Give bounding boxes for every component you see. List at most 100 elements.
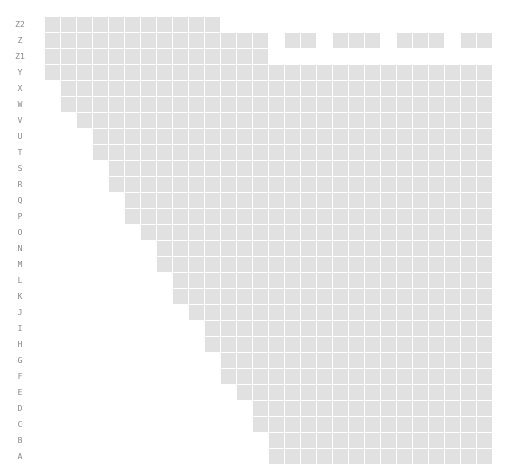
seat-z-1[interactable] — [45, 33, 60, 48]
seat-w-18[interactable] — [317, 97, 332, 112]
seat-w-28[interactable] — [477, 97, 492, 112]
seat-y-24[interactable] — [413, 65, 428, 80]
seat-z1-6[interactable] — [125, 49, 140, 64]
seat-h-21[interactable] — [365, 337, 380, 352]
seat-r-15[interactable] — [269, 177, 284, 192]
seat-q-11[interactable] — [205, 193, 220, 208]
seat-w-9[interactable] — [173, 97, 188, 112]
seat-h-24[interactable] — [413, 337, 428, 352]
seat-c-26[interactable] — [445, 417, 460, 432]
seat-z2-5[interactable] — [109, 17, 124, 32]
seat-z2-9[interactable] — [173, 17, 188, 32]
seat-u-5[interactable] — [109, 129, 124, 144]
seat-p-25[interactable] — [429, 209, 444, 224]
seat-x-4[interactable] — [93, 81, 108, 96]
seat-z-12[interactable] — [221, 33, 236, 48]
seat-f-27[interactable] — [461, 369, 476, 384]
seat-t-25[interactable] — [429, 145, 444, 160]
seat-v-25[interactable] — [429, 113, 444, 128]
seat-r-19[interactable] — [333, 177, 348, 192]
seat-h-19[interactable] — [333, 337, 348, 352]
seat-g-20[interactable] — [349, 353, 364, 368]
seat-q-15[interactable] — [269, 193, 284, 208]
seat-a-17[interactable] — [301, 449, 316, 464]
seat-t-18[interactable] — [317, 145, 332, 160]
seat-w-13[interactable] — [237, 97, 252, 112]
seat-g-16[interactable] — [285, 353, 300, 368]
seat-r-16[interactable] — [285, 177, 300, 192]
seat-j-15[interactable] — [269, 305, 284, 320]
seat-e-25[interactable] — [429, 385, 444, 400]
seat-d-16[interactable] — [285, 401, 300, 416]
seat-b-28[interactable] — [477, 433, 492, 448]
seat-o-22[interactable] — [381, 225, 396, 240]
seat-z-21[interactable] — [365, 33, 380, 48]
seat-b-24[interactable] — [413, 433, 428, 448]
seat-o-28[interactable] — [477, 225, 492, 240]
seat-n-19[interactable] — [333, 241, 348, 256]
seat-h-11[interactable] — [205, 337, 220, 352]
seat-f-21[interactable] — [365, 369, 380, 384]
seat-s-9[interactable] — [173, 161, 188, 176]
seat-x-23[interactable] — [397, 81, 412, 96]
seat-k-27[interactable] — [461, 289, 476, 304]
seat-t-5[interactable] — [109, 145, 124, 160]
seat-j-14[interactable] — [253, 305, 268, 320]
seat-y-21[interactable] — [365, 65, 380, 80]
seat-q-23[interactable] — [397, 193, 412, 208]
seat-y-10[interactable] — [189, 65, 204, 80]
seat-z-7[interactable] — [141, 33, 156, 48]
seat-v-8[interactable] — [157, 113, 172, 128]
seat-g-17[interactable] — [301, 353, 316, 368]
seat-r-25[interactable] — [429, 177, 444, 192]
seat-u-27[interactable] — [461, 129, 476, 144]
seat-k-20[interactable] — [349, 289, 364, 304]
seat-x-5[interactable] — [109, 81, 124, 96]
seat-n-17[interactable] — [301, 241, 316, 256]
seat-v-6[interactable] — [125, 113, 140, 128]
seat-y-17[interactable] — [301, 65, 316, 80]
seat-q-26[interactable] — [445, 193, 460, 208]
seat-j-24[interactable] — [413, 305, 428, 320]
seat-y-19[interactable] — [333, 65, 348, 80]
seat-c-27[interactable] — [461, 417, 476, 432]
seat-n-10[interactable] — [189, 241, 204, 256]
seat-n-21[interactable] — [365, 241, 380, 256]
seat-x-18[interactable] — [317, 81, 332, 96]
seat-w-4[interactable] — [93, 97, 108, 112]
seat-l-23[interactable] — [397, 273, 412, 288]
seat-f-23[interactable] — [397, 369, 412, 384]
seat-u-12[interactable] — [221, 129, 236, 144]
seat-p-28[interactable] — [477, 209, 492, 224]
seat-k-21[interactable] — [365, 289, 380, 304]
seat-q-12[interactable] — [221, 193, 236, 208]
seat-w-14[interactable] — [253, 97, 268, 112]
seat-h-13[interactable] — [237, 337, 252, 352]
seat-l-9[interactable] — [173, 273, 188, 288]
seat-w-15[interactable] — [269, 97, 284, 112]
seat-r-9[interactable] — [173, 177, 188, 192]
seat-n-15[interactable] — [269, 241, 284, 256]
seat-a-20[interactable] — [349, 449, 364, 464]
seat-u-21[interactable] — [365, 129, 380, 144]
seat-l-17[interactable] — [301, 273, 316, 288]
seat-y-14[interactable] — [253, 65, 268, 80]
seat-c-18[interactable] — [317, 417, 332, 432]
seat-m-26[interactable] — [445, 257, 460, 272]
seat-u-9[interactable] — [173, 129, 188, 144]
seat-a-18[interactable] — [317, 449, 332, 464]
seat-z-25[interactable] — [429, 33, 444, 48]
seat-m-13[interactable] — [237, 257, 252, 272]
seat-e-18[interactable] — [317, 385, 332, 400]
seat-c-16[interactable] — [285, 417, 300, 432]
seat-e-15[interactable] — [269, 385, 284, 400]
seat-q-27[interactable] — [461, 193, 476, 208]
seat-y-26[interactable] — [445, 65, 460, 80]
seat-t-27[interactable] — [461, 145, 476, 160]
seat-u-23[interactable] — [397, 129, 412, 144]
seat-g-14[interactable] — [253, 353, 268, 368]
seat-v-22[interactable] — [381, 113, 396, 128]
seat-f-16[interactable] — [285, 369, 300, 384]
seat-t-8[interactable] — [157, 145, 172, 160]
seat-w-10[interactable] — [189, 97, 204, 112]
